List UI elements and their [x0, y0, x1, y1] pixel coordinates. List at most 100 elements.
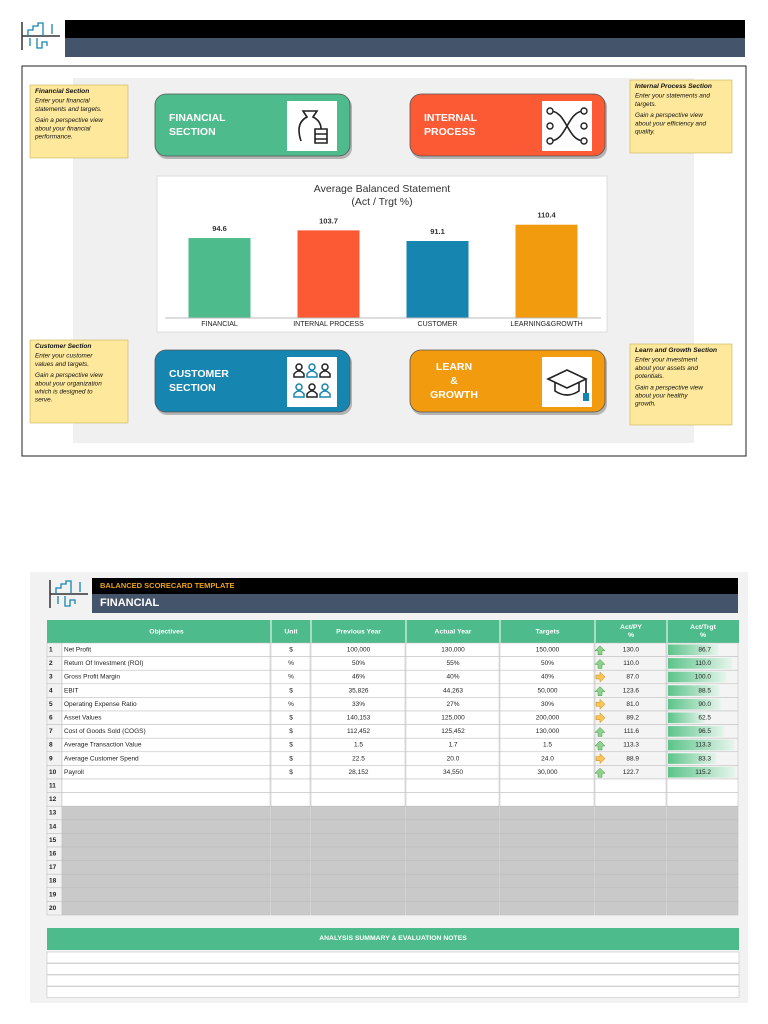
cell-text: $: [289, 715, 293, 722]
cell: [594, 846, 667, 861]
cell: [666, 873, 739, 889]
note-text: performance.: [34, 133, 73, 140]
note: [629, 79, 733, 154]
cell: [594, 860, 667, 875]
card-label: CUSTOMER: [169, 368, 229, 380]
cell: [270, 778, 311, 793]
note-title: Financial Section: [35, 88, 89, 95]
row-number: 3: [49, 674, 53, 681]
row-number: 17: [49, 864, 57, 871]
note-text: Enter your statements and: [635, 93, 710, 100]
row-number: 14: [49, 823, 57, 830]
cell: [61, 901, 271, 916]
cell-text: Return Of Investment (ROI): [64, 660, 143, 667]
cell: [61, 805, 271, 821]
title-bar: [92, 578, 738, 594]
cell-text: 100.0: [695, 674, 712, 681]
note-text: Enter your investment: [635, 357, 697, 364]
cell-text: Operating Expense Ratio: [64, 701, 137, 708]
icon-dot: [580, 107, 588, 115]
cell: [594, 778, 667, 793]
data-bar: [668, 698, 721, 710]
card-label: &: [450, 375, 458, 387]
cell-text: Payroll: [64, 769, 84, 776]
cell-text: %: [288, 701, 294, 708]
cell-text: 27%: [446, 701, 459, 708]
cell: [594, 805, 667, 821]
row-number: 9: [49, 755, 53, 762]
value-label: 91.1: [430, 227, 445, 236]
cell-text: 86.7: [698, 647, 711, 654]
note: [29, 84, 129, 159]
cell: [499, 819, 595, 834]
icon-body: [293, 370, 305, 378]
cell-text: $: [289, 728, 293, 735]
cell-text: Cost of Goods Sold (COGS): [64, 728, 146, 735]
icon: [549, 110, 585, 142]
column-header: %: [700, 632, 706, 639]
cell: [405, 833, 500, 848]
cell-text: 130.0: [623, 647, 640, 654]
trend-up-icon: [594, 659, 606, 669]
logo-mark: [55, 580, 81, 607]
cell: [405, 805, 500, 821]
note-text: about your organization: [35, 380, 102, 387]
cell-text: 115.2: [695, 769, 711, 776]
cell-text: $: [289, 769, 293, 776]
cell: [594, 792, 667, 807]
cell: [61, 873, 271, 889]
note-text: about your assets and: [635, 365, 698, 372]
card-label: PROCESS: [424, 126, 475, 138]
cell-text: 89.2: [626, 715, 639, 722]
cell: [405, 846, 500, 861]
cell: [61, 792, 271, 807]
cell-text: 50%: [541, 660, 554, 667]
cell: [310, 860, 406, 875]
title-bar: [65, 20, 745, 38]
row-number: 20: [49, 905, 57, 912]
icon-head: [308, 383, 316, 391]
note-text: potentials.: [634, 373, 664, 380]
cell-text: 100,000: [347, 647, 371, 654]
value-label: 110.4: [537, 211, 556, 220]
row-number: 13: [49, 810, 57, 817]
note-text: Gain a perspective view: [35, 372, 103, 379]
cell: [270, 873, 311, 889]
cell: [666, 860, 739, 875]
cell: [270, 805, 311, 821]
trend-up-icon: [594, 686, 606, 696]
note-title: Learn and Growth Section: [635, 347, 717, 354]
column-header: Targets: [535, 628, 559, 635]
cell-text: 123.6: [623, 687, 640, 694]
icon-body: [306, 390, 318, 398]
cell-text: Asset Values: [64, 715, 102, 722]
row-number: 15: [49, 837, 57, 844]
cell: [499, 873, 595, 889]
cell: [499, 792, 595, 807]
note-text: Enter your financial: [35, 98, 90, 105]
x-tick-label: FINANCIAL: [201, 321, 238, 328]
cell: [594, 833, 667, 848]
data-bar: [668, 685, 720, 696]
data-bar: [668, 766, 736, 778]
chart-subtitle: (Act / Trgt %): [351, 196, 412, 208]
cell-text: 125,000: [441, 715, 465, 722]
cell-text: 90.0: [698, 701, 711, 708]
icon-body: [306, 370, 318, 378]
cell-text: 130,000: [536, 728, 560, 735]
cell: [666, 805, 739, 821]
column-header: Act/PY: [620, 624, 642, 631]
cell: [61, 846, 271, 861]
trend-up-icon: [594, 740, 606, 751]
cell: [499, 901, 595, 916]
cell-text: Gross Profit Margin: [64, 674, 120, 681]
cell-text: 55%: [446, 660, 459, 667]
cell-text: 30,000: [538, 769, 558, 776]
cell: [666, 901, 739, 916]
cell-text: %: [288, 660, 294, 667]
cell: [270, 860, 311, 875]
cell: [666, 778, 739, 793]
column-header: Act/Trgt: [690, 624, 716, 631]
cell-text: %: [288, 674, 294, 681]
